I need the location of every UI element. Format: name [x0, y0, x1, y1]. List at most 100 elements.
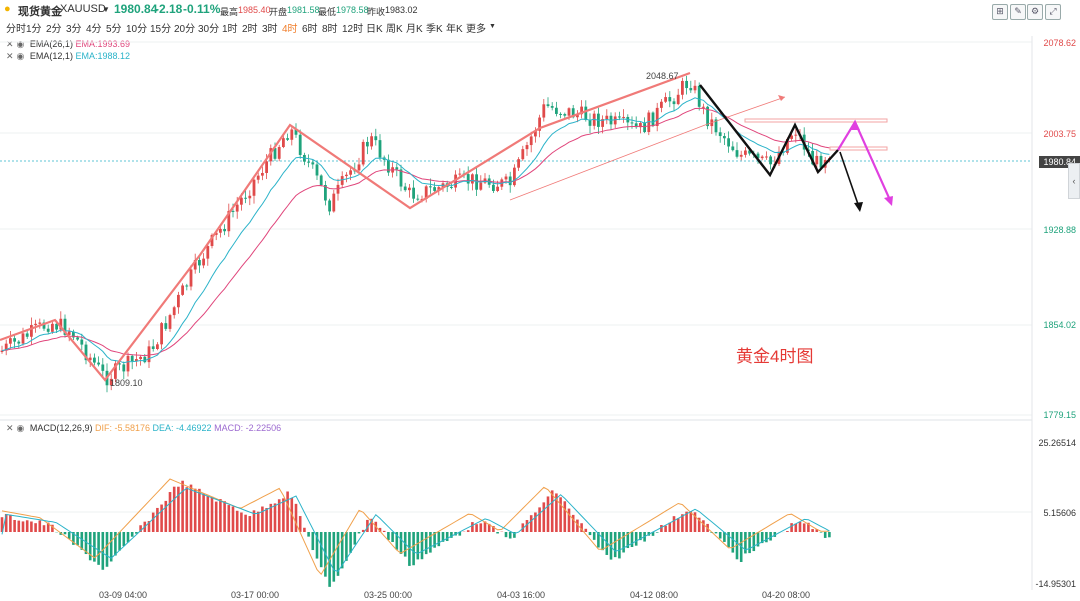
ema26-label[interactable]: EMA(26,1)	[29, 39, 73, 49]
timeframe-12[interactable]: 3时	[262, 24, 278, 35]
timeframe-4[interactable]: 4分	[86, 24, 102, 35]
timeframe-19[interactable]: 月K	[406, 24, 423, 35]
timeframe-8[interactable]: 20分	[174, 24, 196, 35]
candle-body	[672, 101, 676, 105]
candle-body	[496, 186, 499, 192]
macd-bar	[193, 488, 197, 532]
candle-body	[416, 198, 420, 200]
timeframe-18[interactable]: 周K	[386, 24, 403, 35]
candle-body	[756, 153, 760, 159]
timeframe-5[interactable]: 5分	[106, 24, 122, 35]
macd-bar	[126, 532, 130, 543]
timeframe-10[interactable]: 1时	[222, 24, 238, 35]
timeframe-13[interactable]: 4时	[282, 24, 298, 35]
arrow-head	[778, 95, 785, 101]
macd-bar	[563, 501, 567, 532]
candle-body	[647, 112, 651, 133]
resistance-zone	[744, 118, 888, 123]
close-icon[interactable]: ✕	[6, 423, 14, 433]
macd-bar	[525, 520, 529, 532]
macd-bar	[0, 517, 4, 532]
macd-bar	[601, 532, 604, 551]
candle-body	[202, 258, 205, 266]
close-icon[interactable]: ✕	[6, 51, 14, 61]
timeframe-1[interactable]: 1分	[26, 24, 42, 35]
time-axis-label: 03-17 00:00	[231, 590, 280, 600]
macd-bar	[240, 512, 243, 532]
timeframe-0[interactable]: 分时	[6, 24, 26, 35]
macd-bar	[496, 532, 499, 534]
candle-body	[399, 169, 403, 187]
candle-body	[160, 323, 163, 345]
settings-icon[interactable]: ⚙	[1027, 4, 1043, 20]
macd-label[interactable]: MACD(12,26,9)	[29, 423, 93, 433]
instrument-name[interactable]: 现货黄金	[18, 6, 62, 18]
candle-body	[374, 136, 378, 141]
timeframe-21[interactable]: 年K	[446, 24, 463, 35]
open-label: 开盘	[269, 7, 288, 17]
more-dropdown-icon[interactable]: ▼	[489, 23, 496, 30]
collapse-panel-icon[interactable]: ‹	[1068, 163, 1080, 199]
arrow-head	[884, 196, 893, 206]
timeframe-14[interactable]: 6时	[302, 24, 318, 35]
candle-body	[240, 197, 243, 205]
timeframe-6[interactable]: 10分	[126, 24, 148, 35]
macd-bar	[118, 532, 121, 551]
candle-body	[25, 333, 29, 337]
timeframe-3[interactable]: 3分	[66, 24, 82, 35]
candle-body	[559, 113, 562, 115]
macd-macd-value: MACD: -2.22506	[214, 423, 282, 433]
pen-icon[interactable]: ✎	[1010, 4, 1026, 20]
ema12-label[interactable]: EMA(12,1)	[29, 51, 73, 61]
symbol-dropdown-icon[interactable]: ▼	[102, 5, 110, 14]
price-axis-label: 1854.02	[1043, 320, 1076, 330]
candle-body	[59, 318, 63, 330]
ema26-value: EMA:1993.69	[75, 39, 130, 49]
drawing-tools-icon[interactable]: ⊞	[992, 4, 1008, 20]
timeframe-20[interactable]: 季K	[426, 24, 443, 35]
timeframe-7[interactable]: 15分	[150, 24, 172, 35]
candle-body	[84, 344, 88, 361]
macd-bar	[630, 532, 634, 548]
timeframe-17[interactable]: 日K	[366, 24, 383, 35]
candle-body	[576, 114, 579, 118]
candle-body	[706, 106, 709, 127]
eye-icon[interactable]: ◉	[16, 423, 25, 433]
macd-bar	[395, 532, 399, 550]
macd-bar	[303, 527, 306, 532]
macd-bar	[130, 532, 134, 537]
timeframe-15[interactable]: 8时	[322, 24, 338, 35]
candle-body	[765, 156, 768, 158]
eye-icon[interactable]: ◉	[16, 39, 25, 49]
fullscreen-icon[interactable]: ⤢	[1045, 4, 1061, 20]
candle-body	[340, 176, 344, 185]
macd-bar	[609, 532, 613, 560]
macd-bar	[626, 532, 630, 549]
macd-bar	[672, 516, 676, 532]
macd-bar	[429, 532, 432, 553]
close-icon[interactable]: ✕	[6, 39, 14, 49]
timeframe-11[interactable]: 2时	[242, 24, 258, 35]
eye-icon[interactable]: ◉	[16, 51, 25, 61]
candle-body	[546, 104, 550, 107]
candle-body	[42, 322, 46, 329]
candle-body	[46, 328, 50, 332]
instrument-symbol[interactable]: XAUUSD	[60, 3, 106, 15]
timeframe-9[interactable]: 30分	[198, 24, 220, 35]
timeframe-22[interactable]: 更多	[466, 24, 486, 35]
macd-bar	[13, 519, 16, 532]
candle-body	[261, 172, 264, 176]
timeframe-2[interactable]: 2分	[46, 24, 62, 35]
macd-bar	[424, 532, 428, 555]
macd-bar	[160, 504, 163, 532]
candle-body	[819, 155, 823, 168]
candle-body	[282, 138, 285, 148]
candle-body	[794, 134, 798, 136]
timeframe-16[interactable]: 12时	[342, 24, 364, 35]
candle-body	[664, 97, 667, 102]
macd-bar	[567, 508, 571, 532]
candle-body	[101, 364, 105, 371]
candle-body	[403, 186, 407, 191]
macd-bar	[147, 521, 151, 532]
